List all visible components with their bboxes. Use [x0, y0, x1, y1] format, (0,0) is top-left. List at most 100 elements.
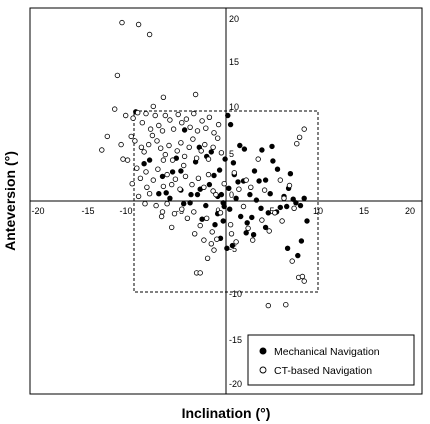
ct-navigation-point [137, 175, 144, 181]
x-tick-label: -20 [31, 206, 44, 216]
ct-navigation-point [99, 147, 105, 153]
ct-navigation-point [208, 241, 214, 247]
ct-navigation-point [291, 205, 297, 211]
ct-navigation-point [143, 169, 149, 175]
ct-navigation-point [202, 141, 208, 148]
mechanical-navigation-point [250, 232, 257, 238]
ct-navigation-point [154, 138, 160, 144]
ct-navigation-point [217, 210, 224, 216]
y-tick-label: -10 [229, 289, 242, 299]
ct-navigation-point [134, 165, 140, 171]
ct-navigation-point [164, 200, 170, 207]
ct-navigation-point [129, 180, 135, 187]
mechanical-navigation-point [284, 203, 290, 210]
mechanical-navigation-point [211, 172, 217, 179]
mechanical-navigation-point [178, 168, 184, 174]
ct-navigation-point [156, 122, 162, 129]
mechanical-navigation-point [218, 191, 225, 198]
mechanical-navigation-point [227, 206, 233, 212]
ct-navigation-point [211, 247, 217, 253]
ct-navigation-point [174, 148, 180, 154]
ct-navigation-point [272, 210, 278, 216]
ct-navigation-point [194, 128, 201, 134]
x-axis-title: Inclination (°) [182, 405, 271, 421]
ct-navigation-point [236, 186, 242, 192]
mechanical-navigation-point [293, 200, 299, 206]
mechanical-navigation-point [163, 190, 169, 196]
mechanical-navigation-point [262, 177, 269, 183]
mechanical-navigation-point [229, 242, 236, 249]
mechanical-navigation-point [274, 166, 281, 172]
ct-navigation-point [166, 142, 172, 149]
x-tick-label: 15 [359, 206, 369, 216]
ct-navigation-point [111, 106, 118, 112]
y-tick-label: -15 [229, 335, 242, 345]
x-tick-label: 5 [269, 206, 274, 216]
mechanical-navigation-point [220, 218, 226, 224]
mechanical-navigation-point [290, 196, 296, 202]
ct-navigation-point [249, 237, 256, 243]
ct-navigation-point [266, 228, 272, 234]
ct-navigation-point [142, 200, 148, 207]
ct-navigation-point [198, 148, 204, 154]
ct-navigation-point [213, 191, 219, 198]
ct-navigation-point [231, 170, 237, 176]
ct-navigation-point [139, 119, 145, 126]
ct-navigation-point [218, 150, 225, 156]
mechanical-navigation-point [187, 200, 193, 206]
ct-navigation-point [160, 183, 167, 190]
ct-navigation-point [146, 31, 153, 38]
mechanical-navigation-point [249, 214, 255, 221]
mechanical-navigation-point [287, 171, 294, 177]
ct-navigation-point [192, 91, 199, 98]
mechanical-navigation-point [247, 191, 253, 198]
ct-navigation-point [135, 193, 142, 200]
ct-navigation-point [201, 184, 207, 190]
ct-navigation-point [152, 112, 158, 119]
ct-navigation-point [301, 278, 307, 284]
mechanical-navigation-point [199, 216, 205, 222]
ct-navigation-point [159, 128, 166, 134]
mechanical-navigation-point [227, 121, 234, 128]
mechanical-navigation-point [181, 127, 188, 133]
mechanical-navigation-point [194, 191, 201, 198]
ct-navigation-point [181, 153, 188, 160]
legend: Mechanical Navigation CT-based Navigatio… [247, 334, 415, 386]
ct-navigation-point [141, 149, 147, 155]
mechanical-navigation-point [188, 191, 194, 198]
y-axis-title: Anteversion (°) [2, 151, 18, 251]
ct-navigation-point [209, 229, 215, 235]
mechanical-navigation-point [267, 191, 273, 197]
ct-navigation-point [187, 124, 193, 130]
ct-navigation-point [138, 144, 145, 150]
ct-navigation-point [286, 182, 293, 189]
ct-navigation-point [122, 112, 129, 119]
y-tick-label: 20 [229, 14, 239, 24]
ct-navigation-point [171, 210, 178, 217]
ct-navigation-point [170, 126, 177, 132]
mechanical-navigation-point [243, 230, 249, 236]
ct-navigation-point [193, 155, 200, 161]
mechanical-navigation-point [244, 220, 250, 226]
mechanical-navigation-point [304, 218, 310, 224]
ct-navigation-point [191, 231, 198, 237]
ct-navigation-point [296, 134, 303, 140]
ct-navigation-point [147, 126, 154, 132]
target-zone-box [133, 110, 319, 293]
y-tick-label: -20 [229, 379, 242, 389]
y-tick-label: 15 [229, 57, 239, 67]
ct-navigation-point [197, 222, 203, 229]
mechanical-navigation-point [169, 169, 176, 175]
ct-navigation-point [179, 119, 185, 126]
x-tick-label: 0 [215, 206, 220, 216]
ct-navigation-point [172, 176, 179, 182]
y-tick-label: 0 [229, 190, 234, 200]
ct-navigation-point [221, 180, 227, 187]
ct-navigation-point [177, 186, 183, 192]
ct-navigation-point [245, 225, 251, 231]
mechanical-navigation-point [208, 149, 215, 155]
ct-navigation-point [149, 132, 156, 139]
x-tick-label: 20 [405, 206, 415, 216]
mechanical-navigation-point [284, 245, 291, 252]
